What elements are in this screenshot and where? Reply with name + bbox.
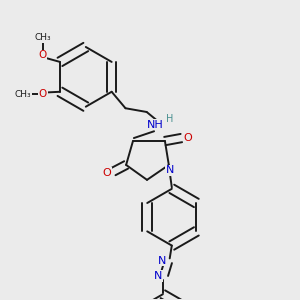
- Text: H: H: [166, 114, 174, 124]
- Text: O: O: [184, 133, 192, 143]
- Text: O: O: [38, 50, 47, 60]
- Text: N: N: [166, 165, 175, 175]
- Text: NH: NH: [147, 120, 164, 130]
- Text: N: N: [154, 271, 162, 281]
- Text: CH₃: CH₃: [15, 90, 31, 99]
- Text: O: O: [39, 89, 47, 100]
- Text: N: N: [158, 256, 166, 266]
- Text: CH₃: CH₃: [34, 33, 51, 42]
- Text: O: O: [103, 168, 111, 178]
